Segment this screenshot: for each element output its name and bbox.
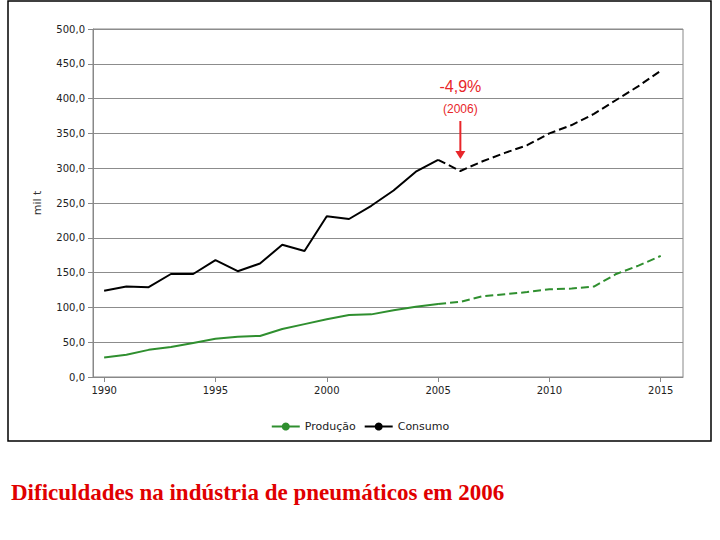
svg-text:1990: 1990 xyxy=(91,385,116,396)
svg-text:mil t: mil t xyxy=(31,190,44,215)
svg-text:2000: 2000 xyxy=(314,385,339,396)
svg-text:500,0: 500,0 xyxy=(56,24,85,35)
svg-text:200,0: 200,0 xyxy=(56,232,85,243)
svg-text:2015: 2015 xyxy=(648,385,673,396)
svg-text:Dificuldades na indústria de p: Dificuldades na indústria de pneumáticos… xyxy=(11,480,504,505)
svg-text:(2006): (2006) xyxy=(443,102,478,116)
svg-text:300,0: 300,0 xyxy=(56,163,85,174)
svg-text:0,0: 0,0 xyxy=(69,372,85,383)
svg-text:450,0: 450,0 xyxy=(56,58,85,69)
svg-text:350,0: 350,0 xyxy=(56,128,85,139)
svg-text:250,0: 250,0 xyxy=(56,198,85,209)
svg-text:150,0: 150,0 xyxy=(56,267,85,278)
svg-text:400,0: 400,0 xyxy=(56,93,85,104)
svg-text:1995: 1995 xyxy=(203,385,228,396)
svg-text:100,0: 100,0 xyxy=(56,302,85,313)
svg-text:Produção: Produção xyxy=(305,420,356,433)
svg-text:Consumo: Consumo xyxy=(398,420,450,433)
svg-text:-4,9%: -4,9% xyxy=(439,78,481,95)
svg-text:2010: 2010 xyxy=(537,385,562,396)
svg-text:50,0: 50,0 xyxy=(63,337,85,348)
svg-text:2005: 2005 xyxy=(425,385,450,396)
